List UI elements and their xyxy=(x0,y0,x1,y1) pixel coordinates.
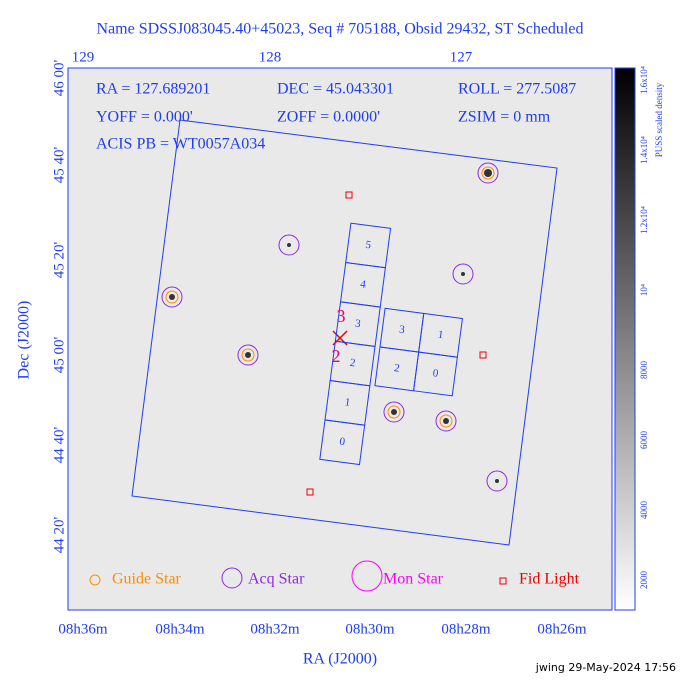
colorbar-label: PUSS scaled density xyxy=(654,82,664,157)
chip xyxy=(319,419,366,466)
legend-label: Guide Star xyxy=(112,571,182,588)
acq-stars xyxy=(161,162,508,492)
info-text: YOFF = 0.000' xyxy=(96,109,193,126)
chip-label: 3 xyxy=(398,323,406,336)
left-tick-label: 44 40' xyxy=(51,426,67,463)
legend-label: Mon Star xyxy=(383,571,444,588)
left-tick-label: 46 00' xyxy=(51,59,67,96)
bottom-tick-label: 08h26m xyxy=(537,621,587,637)
colorbar-tick-label: 1.4x10⁴ xyxy=(639,136,649,164)
chip-label: 0 xyxy=(432,367,440,380)
info-text: ACIS PB = WT0057A034 xyxy=(96,136,265,153)
colorbar-tick-label: 10⁴ xyxy=(639,284,649,296)
top-tick-label: 129 xyxy=(72,49,95,65)
colorbar-tick-label: 1.6x10⁴ xyxy=(639,66,649,94)
bottom-tick-label: 08h32m xyxy=(250,621,300,637)
detector: 5 4 3 2 1 0 3 1 2 0 xyxy=(319,222,463,466)
bottom-tick-label: 08h30m xyxy=(345,621,395,637)
top-tick-label: 128 xyxy=(259,49,282,65)
left-tick-label: 44 20' xyxy=(51,516,67,553)
legend-symbols xyxy=(89,560,507,592)
info-text: ROLL = 277.5087 xyxy=(458,81,576,98)
footer: jwing 29-May-2024 17:56 xyxy=(535,661,676,674)
chip-label: 5 xyxy=(365,239,373,252)
bottom-tick-label: 08h28m xyxy=(441,621,491,637)
colorbar xyxy=(614,67,636,611)
info-text: ZSIM = 0 mm xyxy=(458,109,551,126)
colorbar-tick-label: 4000 xyxy=(639,501,649,520)
left-tick-label: 45 40' xyxy=(51,146,67,183)
legend-label: Fid Light xyxy=(519,571,580,588)
stars xyxy=(169,169,499,483)
chip-label: 4 xyxy=(360,278,368,291)
info-text: ZOFF = 0.0000' xyxy=(277,109,380,126)
bottom-tick-label: 08h34m xyxy=(155,621,205,637)
colorbar-tick-label: 6000 xyxy=(639,431,649,450)
info-text: RA = 127.689201 xyxy=(96,81,210,98)
info-text: DEC = 45.043301 xyxy=(277,81,394,98)
aimpoint-label: 2 xyxy=(332,346,341,366)
top-tick-label: 127 xyxy=(450,49,473,65)
title: Name SDSSJ083045.40+45023, Seq # 705188,… xyxy=(97,21,584,38)
colorbar-tick-label: 2000 xyxy=(639,571,649,590)
legend-label: Acq Star xyxy=(248,571,305,588)
chip-label: 2 xyxy=(349,357,356,370)
chip-label: 2 xyxy=(393,362,400,375)
chip-label: 1 xyxy=(437,329,444,342)
aimpoint-label: 3 xyxy=(337,306,346,326)
left-tick-label: 45 20' xyxy=(51,241,67,278)
left-tick-label: 45 00' xyxy=(51,336,67,373)
guide-stars xyxy=(165,166,495,428)
chip-label: 0 xyxy=(339,436,347,449)
x-label: RA (J2000) xyxy=(303,651,377,668)
colorbar-tick-label: 8000 xyxy=(639,361,649,380)
chip-label: 1 xyxy=(344,396,351,409)
chip xyxy=(413,351,458,397)
bottom-tick-label: 08h36m xyxy=(58,621,108,637)
chip-label: 3 xyxy=(354,318,362,331)
colorbar-tick-label: 1.2x10⁴ xyxy=(639,206,649,234)
field-outline xyxy=(131,119,558,546)
y-label: Dec (J2000) xyxy=(16,301,33,380)
